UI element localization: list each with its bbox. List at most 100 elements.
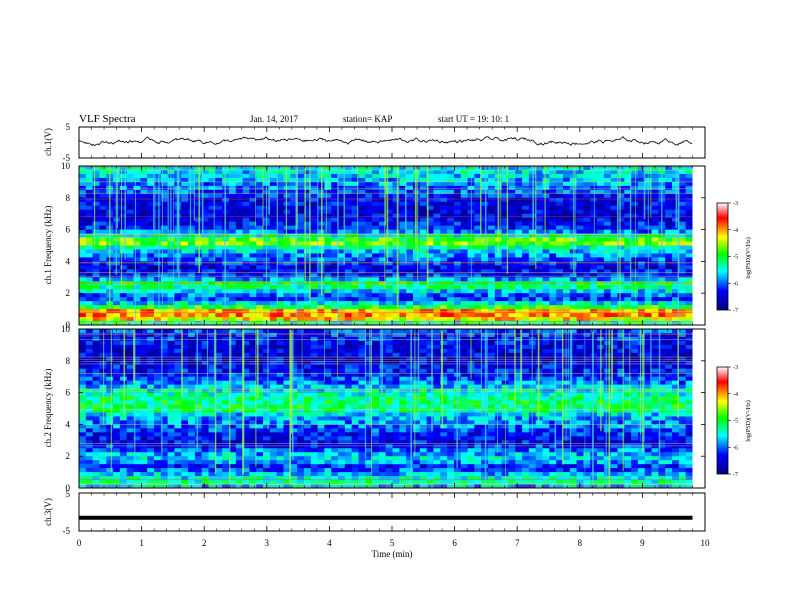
ch1-spectrogram-cell xyxy=(631,241,639,246)
ch1-spectrogram-cell xyxy=(685,193,693,199)
ch1-spectrogram-cell xyxy=(590,317,598,322)
ch1-spectrogram-cell xyxy=(419,237,428,242)
ch2-spectrogram-cell xyxy=(174,336,182,342)
ch1-spectrogram-cell xyxy=(678,166,687,171)
ch1-spectrogram-cell xyxy=(351,289,359,294)
ch1-spectrogram-cell xyxy=(344,269,353,274)
ch1-spectrogram-cell xyxy=(269,301,278,306)
ch2-spectrogram-cell xyxy=(447,368,455,374)
ch2-spectrogram-cell xyxy=(672,329,680,334)
ch1-spectrogram-cell xyxy=(147,205,155,211)
ch2-spectrogram-cell xyxy=(583,344,591,350)
ch2-spectrogram-cell xyxy=(583,364,591,370)
ch1-spectrogram-cell xyxy=(597,281,605,286)
ch1-spectrogram-cell xyxy=(583,169,591,175)
ch1-spectrogram-cell xyxy=(494,277,503,282)
ch1-spectrogram-cell xyxy=(385,245,393,250)
ch1-spectrogram-cell xyxy=(317,305,325,310)
ch1-spectrogram-cell xyxy=(474,177,482,183)
ch1-spectrogram-cell xyxy=(351,213,359,219)
ch1-spectrogram-cell xyxy=(378,285,387,290)
ch1-spectrogram-cell xyxy=(440,253,448,258)
ch1-spectrogram-cell xyxy=(624,289,632,294)
ch2-spectrogram-cell xyxy=(92,336,100,342)
ch1-spectrogram-cell xyxy=(508,237,516,242)
ch1-spectrogram-cell xyxy=(215,166,223,171)
ch1-spectrogram-cell xyxy=(487,189,496,195)
ch1-spectrogram-cell xyxy=(522,201,530,207)
ch2-spectrogram-cell xyxy=(276,372,284,378)
ch1-spectrogram-cell xyxy=(324,193,332,199)
ch1-spectrogram-cell xyxy=(126,273,134,278)
ch2-spectrogram-cell xyxy=(351,352,359,358)
ch1-spectrogram-cell xyxy=(119,253,128,258)
ch1-spectrogram-cell xyxy=(310,273,318,278)
ch1-spectrogram-cell xyxy=(624,209,632,215)
ch1-spectrogram-cell xyxy=(188,197,196,203)
ch1-spectrogram-cell xyxy=(651,285,659,290)
ch1-spectrogram-cell xyxy=(617,281,625,286)
ch1-spectrogram-cell xyxy=(215,193,223,199)
ch1-spectrogram-cell xyxy=(85,301,94,306)
ch1-spectrogram-cell xyxy=(331,317,339,322)
ch1-spectrogram-cell xyxy=(590,201,598,207)
ch1-spectrogram-cell xyxy=(576,269,584,274)
ch2-spectrogram-cell xyxy=(269,352,278,358)
ch2-spectrogram-cell xyxy=(637,360,646,366)
ch1-spectrogram-cell xyxy=(624,253,632,258)
ch1-spectrogram-cell xyxy=(385,173,393,179)
ch2-spectrogram-cell xyxy=(487,352,496,358)
ch1-spectrogram-cell xyxy=(406,297,414,302)
ch1-spectrogram-cell xyxy=(576,321,584,326)
ch1-spectrogram-cell xyxy=(501,317,509,322)
ch2-spectrogram-cell xyxy=(487,348,496,354)
ch1-spectrogram-cell xyxy=(365,169,373,175)
ch1-spectrogram-cell xyxy=(399,181,407,187)
ch2-spectrogram-cell xyxy=(249,332,257,338)
ch1-spectrogram-cell xyxy=(228,317,237,322)
ch1-spectrogram-cell xyxy=(372,173,380,179)
ch1-spectrogram-cell xyxy=(276,229,284,234)
ch1-spectrogram-cell xyxy=(406,221,414,227)
ch2-spectrogram-cell xyxy=(385,360,393,366)
ch1-spectrogram-cell xyxy=(358,229,366,234)
ch1-spectrogram-cell xyxy=(92,225,100,231)
ch1-spectrogram-cell xyxy=(426,277,434,282)
ch2-spectrogram-cell xyxy=(515,329,523,334)
ch1-spectrogram-cell xyxy=(508,253,516,258)
ch1-spectrogram-cell xyxy=(181,265,189,270)
ch1-spectrogram-cell xyxy=(542,229,550,234)
ch1-spectrogram-cell xyxy=(637,253,646,258)
ch1-spectrogram-cell xyxy=(372,229,380,234)
ch1-spectrogram-cell xyxy=(515,169,523,175)
ch2-spectrogram-cell xyxy=(147,348,155,354)
ch1-spectrogram-cell xyxy=(297,277,305,282)
ch1-spectrogram-cell xyxy=(235,173,243,179)
ch1-spectrogram-cell xyxy=(624,213,632,219)
ch1-spectrogram-cell xyxy=(440,269,448,274)
ch1-spectrogram-cell xyxy=(487,169,496,175)
ch1-spectrogram-cell xyxy=(569,277,577,282)
ch1-spectrogram-cell xyxy=(331,229,339,234)
ch2-spectrogram-cell xyxy=(338,332,346,338)
ch2-spectrogram-cell xyxy=(85,329,94,334)
ch1-spectrogram-cell xyxy=(167,265,175,270)
ch2-spectrogram-cell xyxy=(508,368,516,374)
ch2-spectrogram-cell xyxy=(440,348,448,354)
ch2-spectrogram-cell xyxy=(399,360,407,366)
ch1-spectrogram-cell xyxy=(119,277,128,282)
ch1-spectrogram-cell xyxy=(460,225,468,231)
ch1-spectrogram-cell xyxy=(276,193,284,199)
ch1-spectrogram-cell xyxy=(590,185,598,191)
ch1-spectrogram-cell xyxy=(290,277,298,282)
ch2-spectrogram-cell xyxy=(358,332,366,338)
ch2-spectrogram-cell xyxy=(542,348,550,354)
ch1-spectrogram-cell xyxy=(228,245,237,250)
ch1-spectrogram-cell xyxy=(637,166,646,171)
ch1-spectrogram-cell xyxy=(447,225,455,231)
ch1-spectrogram-cell xyxy=(542,169,550,175)
ch1-spectrogram-cell xyxy=(522,185,530,191)
ch1-spectrogram-cell xyxy=(126,289,134,294)
ch1-spectrogram-cell xyxy=(481,301,489,306)
ch1-spectrogram-cell xyxy=(378,297,387,302)
